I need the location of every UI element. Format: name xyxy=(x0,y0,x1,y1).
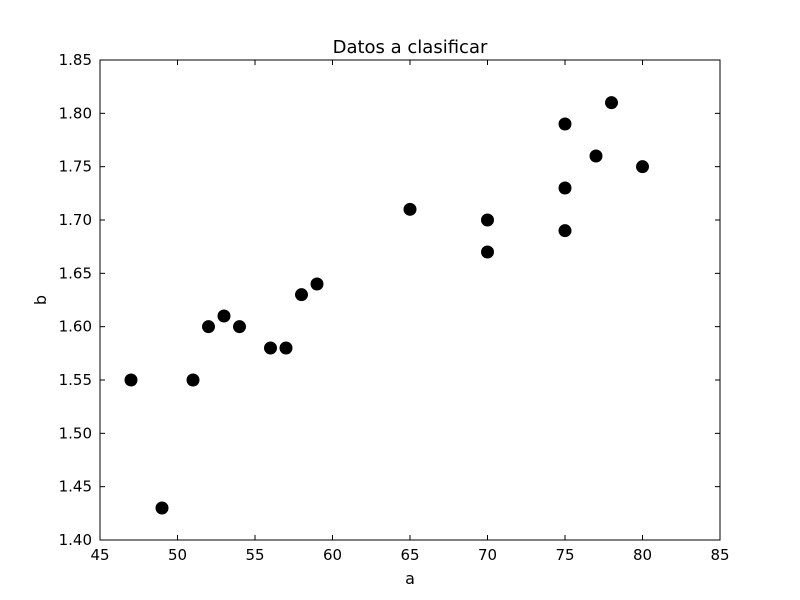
plot-frame xyxy=(99,59,721,541)
y-tick-label: 1.50 xyxy=(59,424,92,442)
data-point xyxy=(202,320,215,334)
x-axis-label: a xyxy=(405,569,415,588)
x-tick-label: 70 xyxy=(478,546,497,564)
data-point xyxy=(481,245,494,259)
data-point xyxy=(481,213,494,227)
data-point xyxy=(217,309,231,323)
data-point xyxy=(589,149,603,163)
data-point xyxy=(264,341,277,355)
data-point xyxy=(295,288,308,302)
data-point xyxy=(403,202,417,216)
data-point xyxy=(558,181,572,195)
data-point xyxy=(186,373,200,387)
data-point xyxy=(636,160,649,174)
data-point xyxy=(233,320,246,334)
x-tick-label: 65 xyxy=(400,546,419,564)
data-point xyxy=(558,117,572,131)
x-tick-label: 55 xyxy=(245,546,264,564)
x-tick-label: 75 xyxy=(555,546,574,564)
data-point xyxy=(605,96,618,110)
y-axis-label: b xyxy=(31,295,50,305)
y-tick-label: 1.45 xyxy=(59,478,92,496)
x-tick-label: 80 xyxy=(633,546,652,564)
x-tick-label: 50 xyxy=(168,546,187,564)
axis-ticks: 45 50 55 60 65 70 75 80 85 1.40 1.45 1.50 1.55 1.60 1.… xyxy=(59,51,730,564)
y-tick-label: 1.85 xyxy=(59,51,92,69)
chart-title: Datos a clasificar xyxy=(333,37,488,58)
data-point xyxy=(558,224,572,238)
x-tick-label: 60 xyxy=(323,546,342,564)
y-tick-label: 1.75 xyxy=(59,158,92,176)
data-point xyxy=(155,501,169,515)
y-tick-label: 1.70 xyxy=(59,211,92,229)
y-tick-label: 1.60 xyxy=(59,318,92,336)
y-tick-label: 1.80 xyxy=(59,104,92,122)
y-tick-label: 1.65 xyxy=(59,264,92,282)
data-point xyxy=(279,341,293,355)
x-tick-label: 45 xyxy=(90,546,109,564)
y-tick-label: 1.40 xyxy=(59,531,92,549)
x-tick-label: 85 xyxy=(710,546,729,564)
y-tick-label: 1.55 xyxy=(59,371,92,389)
data-point xyxy=(124,373,138,387)
data-point xyxy=(310,277,324,291)
plot-area xyxy=(124,96,649,515)
